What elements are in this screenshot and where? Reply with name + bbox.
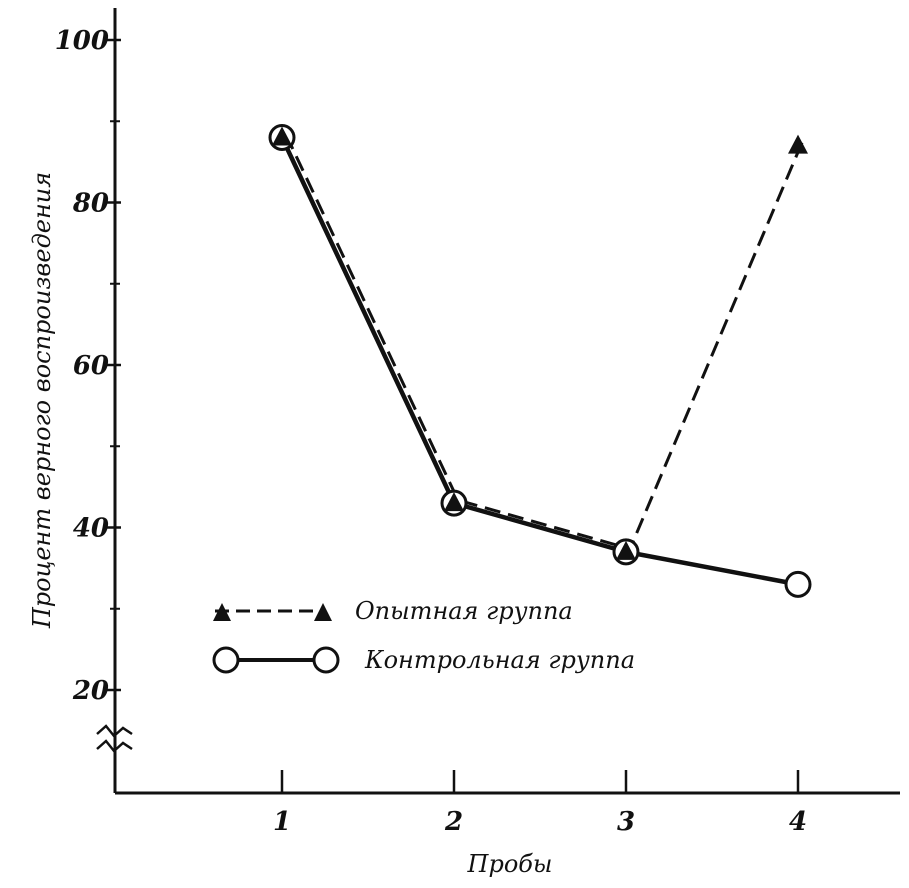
legend-label-experimental: Опытная группа [355, 597, 573, 625]
legend-circle-marker [312, 646, 340, 674]
x-tick-label: 3 [617, 807, 635, 837]
legend-triangle-marker [213, 603, 231, 621]
y-tick-label: 100 [55, 26, 109, 56]
legend-item-experimental: Опытная группа [213, 597, 573, 625]
point-experimental [616, 540, 636, 560]
legend-item-control: Контрольная группа [212, 646, 635, 674]
y-tick-label: 20 [72, 676, 109, 706]
point-control [784, 570, 812, 598]
x-tick-label: 2 [444, 807, 463, 837]
point-experimental [272, 126, 292, 146]
series-line-experimental [284, 133, 804, 551]
legend-label-control: Контрольная группа [364, 646, 635, 674]
y-tick-label: 40 [73, 514, 109, 544]
legend-triangle-marker [314, 603, 332, 621]
y-axis-label: Процент верного воспроизведения [28, 172, 56, 629]
x-tick-label: 1 [273, 807, 291, 837]
legend-circle-marker [212, 646, 240, 674]
y-tick-label: 80 [72, 189, 109, 219]
legend: Опытная группа Контрольная группа [212, 597, 635, 674]
y-tick-label: 60 [73, 351, 109, 381]
x-tick-label: 4 [789, 807, 807, 837]
series-line-control [279, 136, 799, 587]
point-experimental [788, 134, 808, 154]
point-experimental [444, 492, 464, 512]
axis-break-mark [96, 724, 133, 753]
x-axis-label: Пробы [467, 850, 553, 878]
